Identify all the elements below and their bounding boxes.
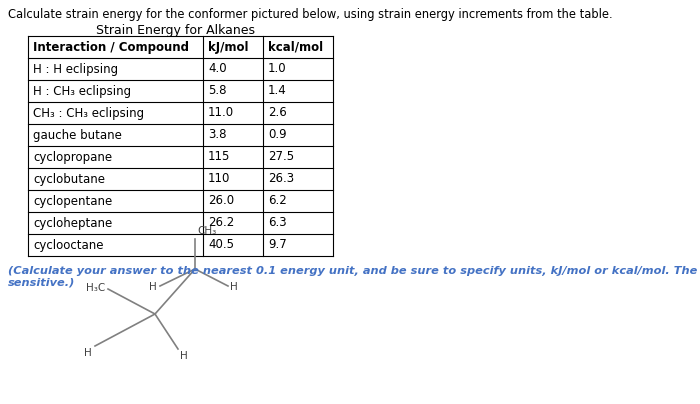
Text: cyclobutane: cyclobutane — [33, 173, 105, 185]
Text: 26.0: 26.0 — [208, 194, 234, 208]
Text: 5.8: 5.8 — [208, 84, 227, 97]
Text: Calculate strain energy for the conformer pictured below, using strain energy in: Calculate strain energy for the conforme… — [8, 8, 612, 21]
Text: 4.0: 4.0 — [208, 63, 227, 76]
Text: H : H eclipsing: H : H eclipsing — [33, 63, 118, 76]
Text: 9.7: 9.7 — [268, 238, 287, 252]
Text: 115: 115 — [208, 151, 230, 164]
Text: cyclopentane: cyclopentane — [33, 194, 112, 208]
Text: (Calculate your answer to the nearest 0.1 energy unit, and be sure to specify un: (Calculate your answer to the nearest 0.… — [8, 266, 700, 288]
Text: H: H — [84, 348, 92, 358]
Text: 1.4: 1.4 — [268, 84, 287, 97]
Text: CH₃ : CH₃ eclipsing: CH₃ : CH₃ eclipsing — [33, 107, 144, 120]
Text: cyclooctane: cyclooctane — [33, 238, 104, 252]
Text: 6.3: 6.3 — [268, 217, 286, 229]
Text: H₃C: H₃C — [85, 283, 105, 293]
Text: 110: 110 — [208, 173, 230, 185]
Text: CH₃: CH₃ — [197, 226, 216, 236]
Text: Interaction / Compound: Interaction / Compound — [33, 40, 189, 53]
Text: Strain Energy for Alkanes: Strain Energy for Alkanes — [95, 24, 255, 37]
Text: 3.8: 3.8 — [208, 128, 227, 141]
Text: 26.3: 26.3 — [268, 173, 294, 185]
Text: cycloheptane: cycloheptane — [33, 217, 112, 229]
Text: 11.0: 11.0 — [208, 107, 234, 120]
Text: cyclopropane: cyclopropane — [33, 151, 112, 164]
Text: 1.0: 1.0 — [268, 63, 286, 76]
Text: 0.9: 0.9 — [268, 128, 286, 141]
Text: kJ/mol: kJ/mol — [208, 40, 248, 53]
Text: H : CH₃ eclipsing: H : CH₃ eclipsing — [33, 84, 131, 97]
Text: gauche butane: gauche butane — [33, 128, 122, 141]
Text: 27.5: 27.5 — [268, 151, 294, 164]
Text: kcal/mol: kcal/mol — [268, 40, 323, 53]
Text: H: H — [230, 282, 238, 292]
Text: 6.2: 6.2 — [268, 194, 287, 208]
Text: 2.6: 2.6 — [268, 107, 287, 120]
Text: 40.5: 40.5 — [208, 238, 234, 252]
Text: H: H — [180, 351, 188, 361]
Text: 26.2: 26.2 — [208, 217, 234, 229]
Text: H: H — [149, 282, 157, 292]
